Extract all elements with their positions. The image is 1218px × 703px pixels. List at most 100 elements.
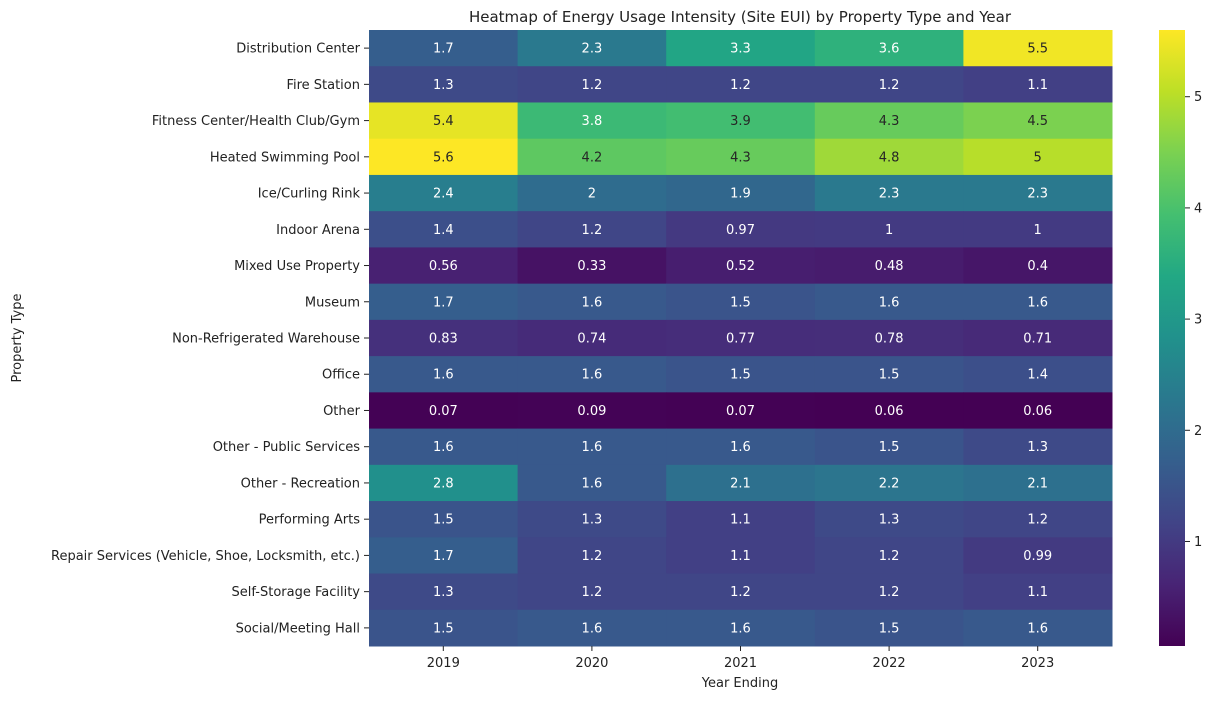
y-tick-label: Office <box>322 368 360 383</box>
heatmap-cell <box>963 392 1113 430</box>
cell-value-label: 1.3 <box>433 78 454 93</box>
heatmap-cell <box>369 609 519 647</box>
heatmap-cell <box>814 211 964 248</box>
cell-value-label: 2.8 <box>433 476 454 491</box>
heatmap-cell <box>517 174 667 212</box>
heatmap-cell <box>369 501 519 538</box>
cell-value-label: 1.2 <box>582 585 603 600</box>
cell-value-label: 0.4 <box>1027 259 1048 274</box>
heatmap-cell <box>517 537 667 575</box>
cell-value-label: 1.2 <box>582 549 603 564</box>
y-tick-label: Other - Public Services <box>213 440 361 455</box>
heatmap-cell <box>666 283 816 321</box>
heatmap-cell <box>517 102 667 140</box>
cell-value-label: 1.5 <box>879 368 900 383</box>
cell-value-label: 1.6 <box>1027 295 1048 310</box>
cell-value-label: 2.4 <box>433 187 454 202</box>
heatmap-cell <box>666 174 816 212</box>
cell-value-label: 4.3 <box>730 150 751 165</box>
heatmap-cell <box>963 501 1113 538</box>
heatmap-cell <box>814 283 964 321</box>
cell-value-label: 0.48 <box>875 259 904 274</box>
colorbar-tick-labels: 1 2 3 4 5 <box>1185 90 1202 550</box>
heatmap-cell <box>517 392 667 430</box>
x-tick-label: 2020 <box>575 656 608 671</box>
heatmap-cell <box>666 573 816 611</box>
heatmap-cell <box>963 609 1113 647</box>
y-tick-label: Performing Arts <box>259 513 361 528</box>
heatmap-cell <box>666 609 816 647</box>
heatmap-cell <box>517 356 667 393</box>
cell-value-label: 1.5 <box>879 621 900 636</box>
cell-value-label: 1.1 <box>1027 78 1048 93</box>
colorbar-tick-label: 1 <box>1194 535 1202 550</box>
cell-value-label: 1.6 <box>582 368 603 383</box>
cell-value-label: 1 <box>1034 223 1042 238</box>
cell-value-label: 2 <box>588 187 596 202</box>
heatmap-cell <box>517 501 667 538</box>
heatmap-cell <box>963 174 1113 212</box>
heatmap-cell <box>963 102 1113 140</box>
cell-value-label: 5.6 <box>433 150 454 165</box>
cell-value-label: 1.2 <box>582 223 603 238</box>
cell-value-label: 1.6 <box>433 440 454 455</box>
y-tick-label: Indoor Arena <box>276 223 360 238</box>
y-tick-label: Social/Meeting Hall <box>236 621 360 636</box>
heatmap-cell <box>369 283 519 321</box>
cell-value-label: 3.6 <box>879 42 900 57</box>
heatmap-cell <box>517 138 667 176</box>
heatmap-cell <box>369 392 519 430</box>
heatmap-cell <box>963 319 1113 357</box>
heatmap-cell <box>814 102 964 140</box>
heatmap-cell <box>369 464 519 502</box>
y-tick-label: Museum <box>305 295 360 310</box>
heatmap-cell <box>517 247 667 285</box>
cell-value-label: 1.6 <box>582 440 603 455</box>
heatmap-cell <box>814 428 964 466</box>
heatmap-cell <box>369 102 519 140</box>
heatmap-cell <box>963 30 1113 67</box>
heatmap-cell <box>814 356 964 393</box>
cell-value-label: 1 <box>885 223 893 238</box>
x-tick-label: 2023 <box>1021 656 1054 671</box>
cell-value-label: 1.6 <box>879 295 900 310</box>
heatmap-cell <box>369 66 519 103</box>
cell-value-label: 1.5 <box>433 621 454 636</box>
heatmap-cell <box>666 30 816 67</box>
heatmap-cell <box>963 428 1113 466</box>
cell-value-label: 1.2 <box>1027 513 1048 528</box>
y-axis-label: Property Type <box>10 293 25 382</box>
cell-value-label: 1.7 <box>433 295 454 310</box>
y-tick-label: Fire Station <box>286 78 360 93</box>
x-tick-label: 2019 <box>427 656 460 671</box>
cell-value-label: 0.97 <box>726 223 755 238</box>
cell-value-label: 5.4 <box>433 114 454 129</box>
cell-value-label: 1.2 <box>879 585 900 600</box>
heatmap-cell <box>369 30 519 67</box>
cell-value-label: 1.2 <box>879 78 900 93</box>
cell-value-label: 1.5 <box>730 295 751 310</box>
x-tick-label: 2021 <box>724 656 757 671</box>
heatmap-cell <box>517 283 667 321</box>
colorbar <box>1159 30 1185 646</box>
heatmap-cell <box>369 356 519 393</box>
y-tick-label: Ice/Curling Rink <box>258 187 361 202</box>
cell-value-label: 1.3 <box>879 513 900 528</box>
heatmap-cell <box>963 537 1113 575</box>
heatmap-cell <box>814 537 964 575</box>
heatmap-cell <box>814 30 964 67</box>
heatmap-cell <box>369 247 519 285</box>
heatmap-cell <box>666 102 816 140</box>
heatmap-cell <box>963 138 1113 176</box>
cell-value-label: 0.74 <box>577 332 606 347</box>
heatmap-cell <box>666 464 816 502</box>
heatmap-cell <box>814 392 964 430</box>
heatmap-cell <box>517 211 667 248</box>
heatmap-cell <box>963 283 1113 321</box>
y-tick-label: Non-Refrigerated Warehouse <box>172 332 360 347</box>
cell-value-label: 1.1 <box>1027 585 1048 600</box>
heatmap-cell <box>963 573 1113 611</box>
cell-value-label: 1.2 <box>582 78 603 93</box>
x-axis-label: Year Ending <box>701 676 778 691</box>
cell-value-label: 1.6 <box>582 621 603 636</box>
